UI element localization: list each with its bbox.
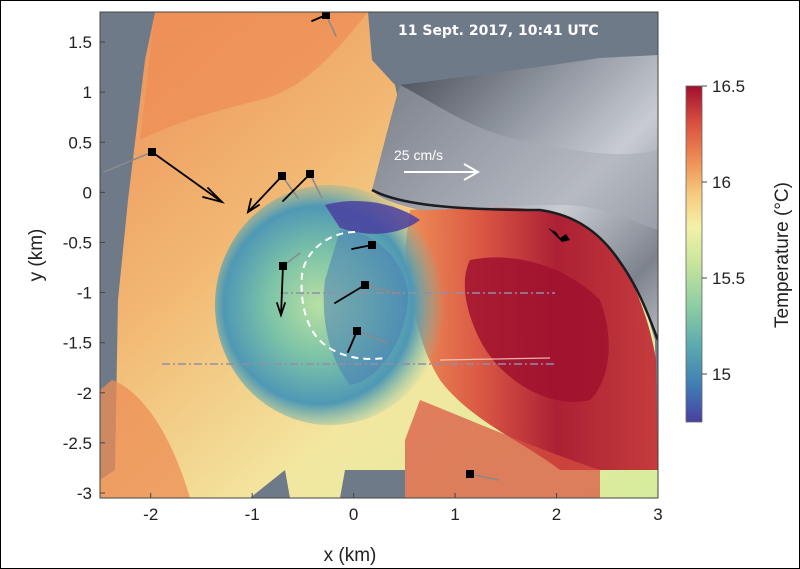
- scale-label: 25 cm/s: [394, 147, 443, 163]
- y-tick-label: 1.5: [68, 33, 92, 52]
- x-tick-label: 2: [552, 505, 561, 524]
- y-tick-label: -0.5: [63, 233, 92, 252]
- drifter-markers: [148, 12, 570, 478]
- y-axis-ticks: 1.5 1 0.5 0 -0.5 -1 -1.5 -2 -2.5 -3: [63, 33, 105, 503]
- y-tick-label: -3: [77, 484, 92, 503]
- y-tick-label: -1.5: [63, 334, 92, 353]
- y-axis-label: y (km): [26, 229, 47, 282]
- colorbar-tick-label: 16.5: [712, 77, 745, 96]
- y-tick-label: 0.5: [68, 133, 92, 152]
- scale-arrow: [404, 163, 481, 181]
- x-tick-label: -2: [143, 505, 158, 524]
- y-tick-label: 0: [83, 183, 92, 202]
- colorbar: [685, 85, 703, 423]
- colorbar-tick-label: 15: [712, 365, 731, 384]
- y-tick-label: 1: [83, 83, 92, 102]
- plot-area: [100, 12, 658, 498]
- x-tick-label: -1: [245, 505, 260, 524]
- colorbar-ticks: 16.5 16 15.5 15: [702, 77, 745, 384]
- x-axis-label: x (km): [324, 545, 377, 566]
- eddy-outline: [300, 231, 386, 360]
- drifter-arrows: [103, 14, 499, 481]
- colorbar-tick-label: 16: [712, 173, 731, 192]
- y-tick-label: -2.5: [63, 434, 92, 453]
- x-tick-label: 0: [349, 505, 358, 524]
- y-tick-label: -2: [77, 384, 92, 403]
- plot-border: [99, 11, 659, 499]
- x-tick-label: 3: [653, 505, 662, 524]
- x-tick-label: 1: [450, 505, 459, 524]
- y-tick-label: -1: [77, 284, 92, 303]
- colorbar-label: Temperature (°C): [772, 182, 793, 328]
- timestamp-label: 11 Sept. 2017, 10:41 UTC: [398, 23, 599, 39]
- colorbar-tick-label: 15.5: [712, 269, 745, 288]
- x-axis-ticks: -2 -1 0 1 2 3: [143, 493, 663, 524]
